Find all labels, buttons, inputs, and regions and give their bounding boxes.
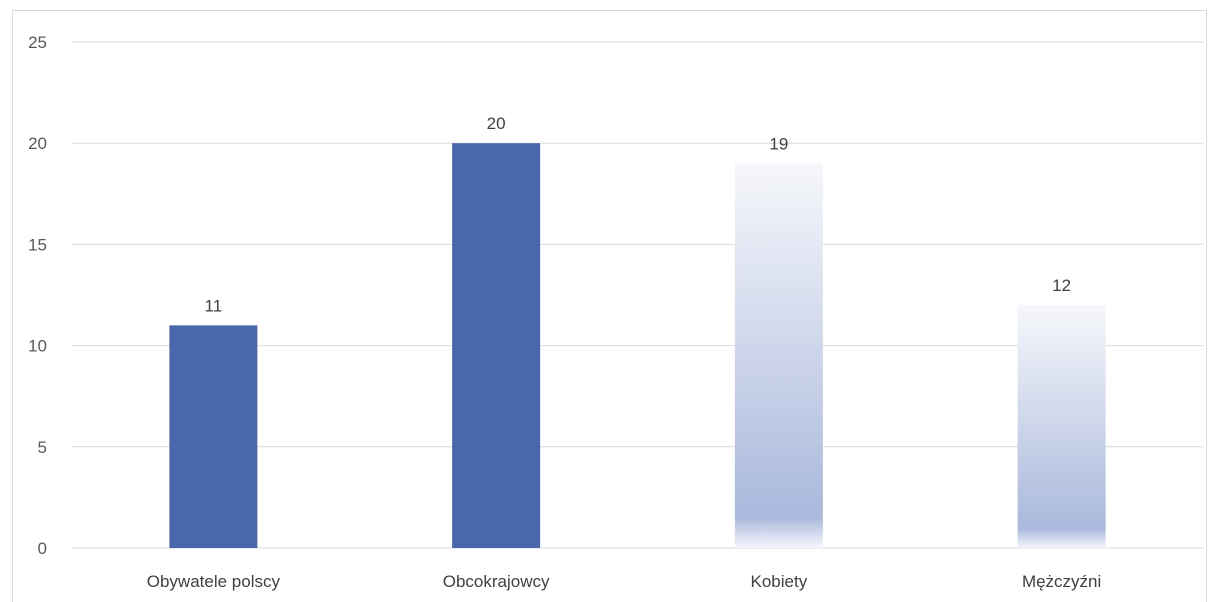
y-axis-tick-labels: 0 5 10 15 20 25 — [28, 33, 47, 558]
x-category-label: Kobiety — [751, 572, 808, 591]
data-label: 12 — [1052, 276, 1071, 295]
x-category-label: Obcokrajowcy — [443, 572, 550, 591]
bar — [452, 143, 540, 548]
data-label: 20 — [487, 114, 506, 133]
x-category-label: Obywatele polscy — [147, 572, 281, 591]
x-category-label: Mężczyźni — [1022, 572, 1101, 591]
bar — [1018, 305, 1106, 548]
data-label: 11 — [205, 296, 223, 315]
y-tick-label: 25 — [28, 33, 47, 52]
bar — [735, 163, 823, 548]
y-tick-label: 5 — [38, 438, 47, 457]
bar — [169, 325, 257, 548]
y-tick-label: 10 — [28, 337, 47, 356]
x-axis-category-labels: Obywatele polscy Obcokrajowcy Kobiety Mężcz… — [147, 572, 1102, 591]
y-tick-label: 15 — [28, 235, 47, 254]
data-labels: 11 20 19 12 — [205, 114, 1072, 315]
y-tick-label: 20 — [28, 134, 47, 153]
data-label: 19 — [769, 134, 788, 153]
y-tick-label: 0 — [38, 539, 47, 558]
